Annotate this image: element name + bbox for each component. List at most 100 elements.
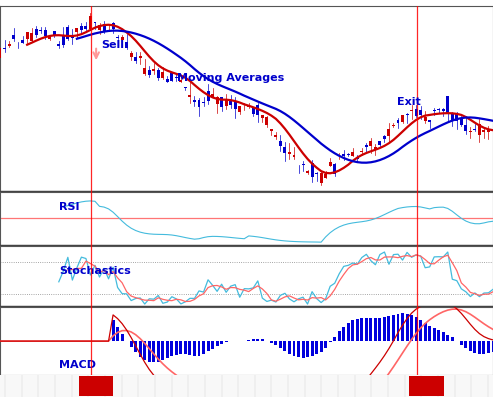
Bar xyxy=(396,314,399,341)
Bar xyxy=(111,23,114,29)
Bar xyxy=(292,155,295,158)
Bar xyxy=(302,164,305,166)
Bar xyxy=(469,341,472,351)
Bar xyxy=(84,25,87,29)
Text: Sell: Sell xyxy=(101,40,124,50)
Bar xyxy=(451,337,454,341)
Bar xyxy=(283,341,286,351)
Bar xyxy=(324,174,327,178)
Bar xyxy=(134,57,137,60)
Bar xyxy=(130,53,133,57)
Bar xyxy=(157,70,160,78)
Bar xyxy=(134,341,137,352)
Bar xyxy=(379,318,382,341)
Bar xyxy=(333,164,336,174)
Bar xyxy=(148,341,151,362)
Bar xyxy=(35,29,37,35)
Bar xyxy=(0,48,1,58)
Bar xyxy=(442,332,445,341)
Bar xyxy=(171,73,174,81)
Bar xyxy=(347,154,350,155)
Bar xyxy=(487,341,490,353)
Bar xyxy=(26,33,29,39)
Bar xyxy=(483,341,486,354)
Bar xyxy=(166,79,169,82)
Bar xyxy=(175,341,178,355)
Bar xyxy=(464,125,467,131)
Bar xyxy=(401,313,404,341)
Bar xyxy=(270,129,273,131)
Bar xyxy=(143,341,146,360)
Bar xyxy=(415,109,418,116)
Bar xyxy=(21,40,24,43)
Bar xyxy=(202,341,205,354)
Bar xyxy=(211,94,214,96)
Bar xyxy=(220,97,223,107)
Bar xyxy=(419,320,422,341)
Bar xyxy=(406,114,409,115)
Bar xyxy=(30,33,33,40)
Text: Exit: Exit xyxy=(397,97,421,107)
Bar xyxy=(171,341,174,356)
Bar xyxy=(198,341,201,356)
Bar xyxy=(473,341,476,353)
Bar xyxy=(161,72,164,78)
Bar xyxy=(220,341,223,344)
Bar xyxy=(419,110,422,115)
Bar xyxy=(329,162,332,166)
Bar xyxy=(460,341,463,345)
Bar xyxy=(311,163,314,177)
Bar xyxy=(75,29,78,32)
Bar xyxy=(352,320,354,341)
Bar xyxy=(415,317,418,341)
Bar xyxy=(383,136,386,139)
Bar xyxy=(392,315,395,341)
Bar xyxy=(215,341,218,346)
Bar xyxy=(256,339,259,341)
Bar xyxy=(433,110,436,111)
Bar xyxy=(94,22,97,23)
Bar xyxy=(478,124,481,135)
Bar xyxy=(356,319,359,341)
Bar xyxy=(302,341,305,358)
Bar xyxy=(252,339,255,341)
Bar xyxy=(179,341,182,354)
Bar xyxy=(229,100,232,105)
Bar xyxy=(446,96,449,113)
Bar xyxy=(279,341,282,348)
Bar xyxy=(473,129,476,130)
Bar xyxy=(352,152,354,156)
Bar xyxy=(428,326,431,341)
Bar xyxy=(469,131,472,132)
Bar xyxy=(148,70,151,75)
Bar xyxy=(315,173,318,174)
Bar xyxy=(98,25,101,30)
Bar xyxy=(315,341,318,354)
Bar xyxy=(215,97,218,104)
Bar xyxy=(207,341,210,351)
Bar xyxy=(324,341,327,348)
Bar xyxy=(288,152,291,154)
Bar xyxy=(387,129,390,136)
Bar xyxy=(238,106,241,112)
Bar xyxy=(410,315,413,341)
Bar xyxy=(428,120,431,122)
Bar xyxy=(188,341,191,355)
Bar xyxy=(193,100,196,102)
Bar xyxy=(342,326,345,341)
Bar xyxy=(53,31,56,36)
Bar xyxy=(437,330,440,341)
Bar xyxy=(437,109,440,110)
Bar xyxy=(483,130,486,132)
Bar xyxy=(356,157,359,159)
Bar xyxy=(433,328,436,341)
Bar xyxy=(456,114,458,121)
Bar xyxy=(247,340,250,341)
Bar xyxy=(338,331,341,341)
Bar xyxy=(270,341,273,343)
Bar xyxy=(107,30,110,31)
Bar xyxy=(7,44,10,46)
Bar xyxy=(161,341,164,360)
Bar xyxy=(121,334,124,341)
Bar xyxy=(283,147,286,153)
